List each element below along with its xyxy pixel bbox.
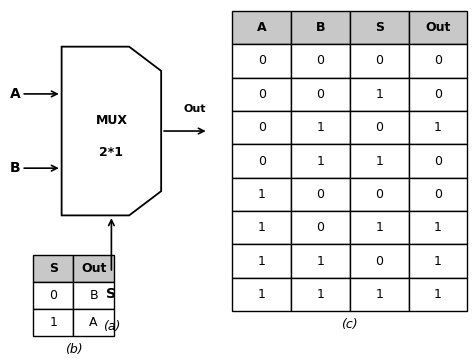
- Text: 1: 1: [434, 121, 442, 134]
- Bar: [291, 178, 350, 211]
- Text: 0: 0: [375, 188, 383, 201]
- Text: 0: 0: [434, 88, 442, 101]
- Text: 0: 0: [317, 221, 324, 234]
- Bar: [232, 211, 291, 244]
- Bar: [73, 309, 114, 336]
- Text: 0: 0: [434, 54, 442, 67]
- Bar: [350, 111, 409, 144]
- Bar: [232, 244, 291, 278]
- Bar: [409, 11, 467, 44]
- Text: MUX: MUX: [95, 114, 128, 127]
- Bar: [232, 11, 291, 44]
- Bar: [409, 278, 467, 311]
- Bar: [291, 111, 350, 144]
- Text: 1: 1: [258, 188, 265, 201]
- Bar: [350, 78, 409, 111]
- Text: B: B: [89, 289, 98, 302]
- Text: A: A: [90, 316, 98, 329]
- Text: 0: 0: [375, 255, 383, 268]
- Text: 1: 1: [434, 221, 442, 234]
- Text: 0: 0: [258, 54, 265, 67]
- Text: A: A: [257, 21, 266, 34]
- Bar: [350, 278, 409, 311]
- Bar: [73, 282, 114, 309]
- Bar: [232, 144, 291, 178]
- Text: 1: 1: [317, 154, 324, 168]
- Text: 0: 0: [49, 289, 57, 302]
- Bar: [291, 11, 350, 44]
- Text: S: S: [49, 262, 58, 275]
- Bar: [291, 78, 350, 111]
- Text: 1: 1: [375, 221, 383, 234]
- Bar: [409, 111, 467, 144]
- Text: S: S: [375, 21, 383, 34]
- Text: 0: 0: [258, 154, 265, 168]
- Text: 1: 1: [258, 288, 265, 301]
- Text: (a): (a): [103, 320, 120, 332]
- Text: 1: 1: [258, 221, 265, 234]
- Bar: [409, 211, 467, 244]
- Bar: [73, 255, 114, 282]
- Bar: [291, 44, 350, 78]
- Bar: [409, 178, 467, 211]
- Text: B: B: [9, 161, 20, 175]
- Text: 0: 0: [434, 188, 442, 201]
- Bar: [291, 278, 350, 311]
- Bar: [291, 211, 350, 244]
- Text: Out: Out: [81, 262, 106, 275]
- Text: 0: 0: [317, 88, 324, 101]
- Bar: [350, 11, 409, 44]
- Text: 0: 0: [258, 88, 265, 101]
- Text: S: S: [106, 287, 117, 301]
- Bar: [350, 178, 409, 211]
- Text: 1: 1: [375, 88, 383, 101]
- Bar: [350, 244, 409, 278]
- Bar: [409, 244, 467, 278]
- Text: 0: 0: [375, 121, 383, 134]
- Text: 1: 1: [258, 255, 265, 268]
- Bar: [232, 111, 291, 144]
- Bar: [409, 44, 467, 78]
- Text: 0: 0: [434, 154, 442, 168]
- Polygon shape: [62, 47, 161, 215]
- Text: Out: Out: [425, 21, 451, 34]
- Bar: [350, 144, 409, 178]
- Bar: [232, 178, 291, 211]
- Bar: [232, 278, 291, 311]
- Bar: [232, 78, 291, 111]
- Text: 1: 1: [317, 255, 324, 268]
- Text: 1: 1: [434, 288, 442, 301]
- Text: 2*1: 2*1: [100, 146, 123, 159]
- Text: 1: 1: [317, 121, 324, 134]
- Text: B: B: [316, 21, 325, 34]
- Bar: [350, 44, 409, 78]
- Bar: [291, 244, 350, 278]
- Text: 0: 0: [375, 54, 383, 67]
- Text: 0: 0: [258, 121, 265, 134]
- Text: 0: 0: [317, 54, 324, 67]
- Text: (b): (b): [64, 343, 82, 356]
- Text: Out: Out: [184, 104, 206, 115]
- Text: 1: 1: [375, 154, 383, 168]
- Text: 1: 1: [317, 288, 324, 301]
- Bar: [350, 211, 409, 244]
- Text: A: A: [9, 87, 20, 101]
- Text: (c): (c): [341, 318, 358, 331]
- Bar: [291, 144, 350, 178]
- Text: 1: 1: [375, 288, 383, 301]
- Bar: [33, 255, 73, 282]
- Bar: [33, 282, 73, 309]
- Text: 0: 0: [317, 188, 324, 201]
- Bar: [409, 144, 467, 178]
- Text: 1: 1: [49, 316, 57, 329]
- Bar: [409, 78, 467, 111]
- Text: 1: 1: [434, 255, 442, 268]
- Bar: [232, 44, 291, 78]
- Bar: [33, 309, 73, 336]
